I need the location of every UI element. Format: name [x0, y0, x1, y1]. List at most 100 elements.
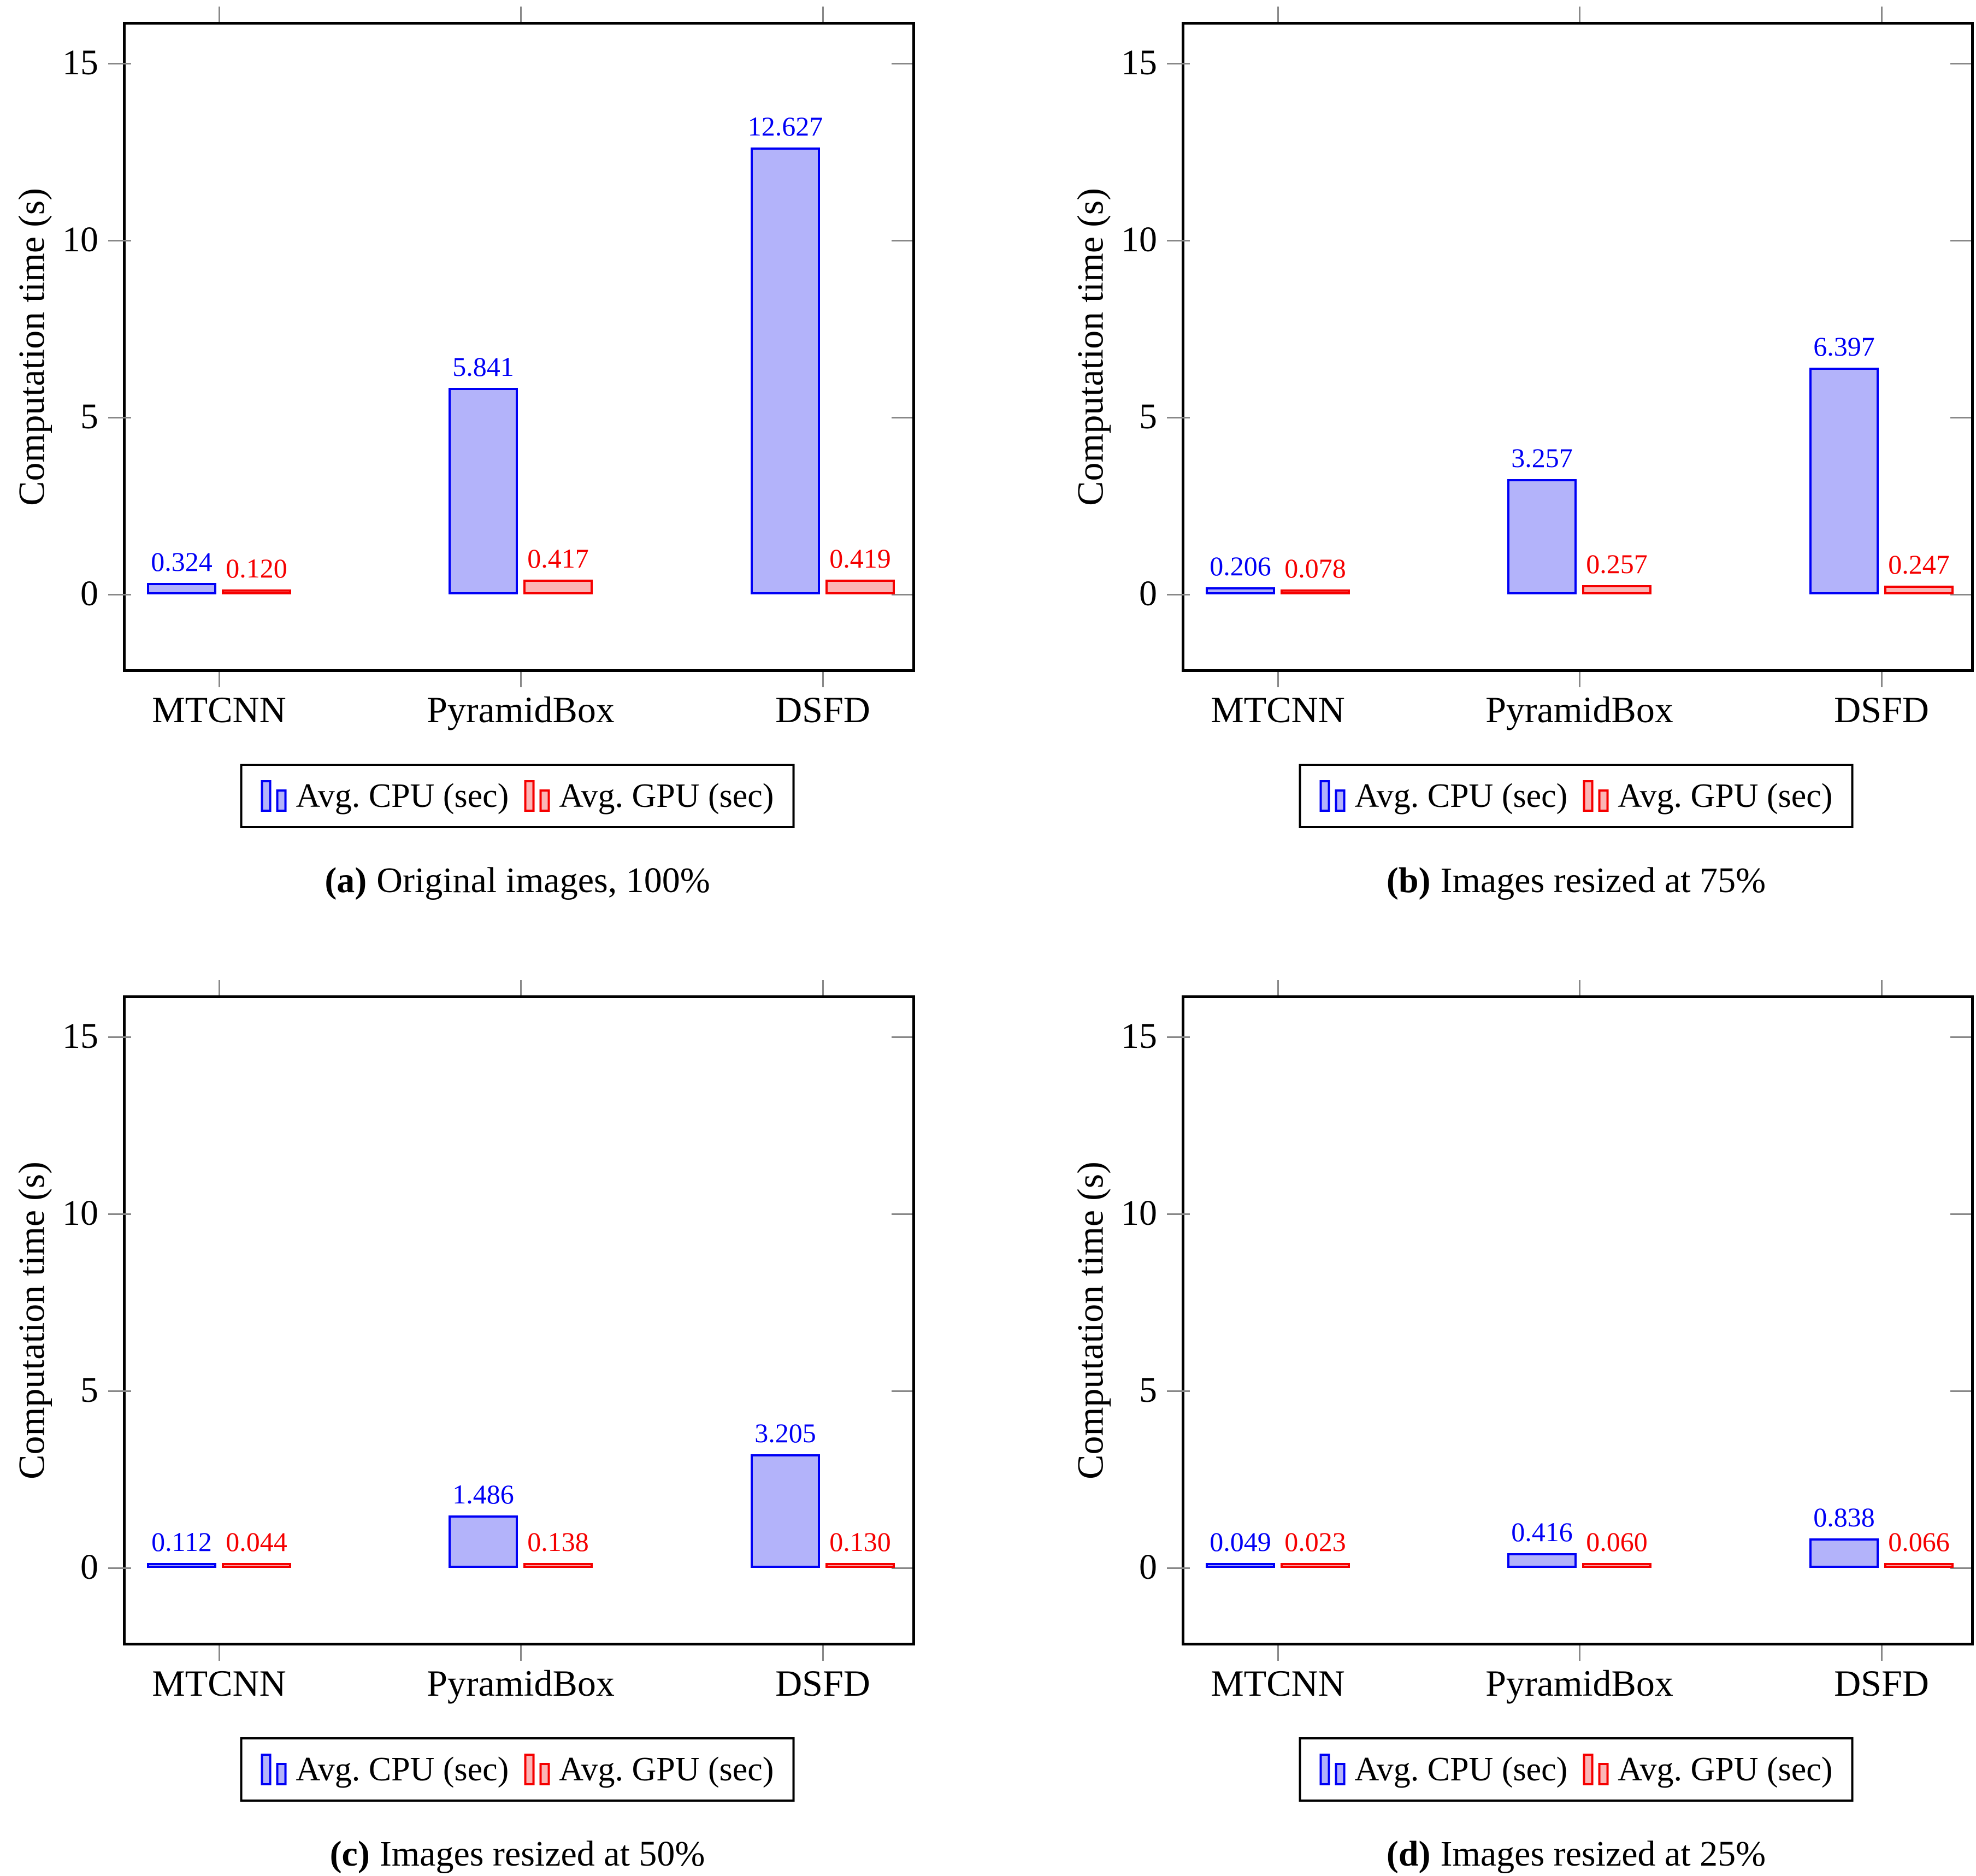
- legend: Avg. CPU (sec) Avg. GPU (sec): [240, 1737, 795, 1802]
- gpu-legend-icon: [524, 780, 550, 812]
- chart-panel-c: Computation time (s) 0 5 10 15 MTCNN PyramidB…: [0, 974, 1059, 1876]
- cpu-bar: [449, 1515, 518, 1568]
- x-tick-label: DSFD: [1834, 689, 1929, 730]
- bar-value-label: 1.486: [452, 1479, 514, 1509]
- y-tick-mark: [1950, 1213, 1971, 1215]
- y-tick-label: 15: [62, 43, 98, 82]
- plot-area: 0 5 10 15 MTCNN PyramidBox DSFD 0.049 0.416 0.838…: [1121, 980, 1974, 1703]
- bar-value-label: 3.257: [1511, 443, 1573, 473]
- bar-value-label: 0.066: [1888, 1526, 1950, 1557]
- bar-value-label: 12.627: [747, 111, 823, 141]
- cpu-bar: [1809, 368, 1879, 594]
- bar-value-label: 0.419: [829, 543, 891, 574]
- caption-label: (b): [1386, 860, 1431, 900]
- legend: Avg. CPU (sec) Avg. GPU (sec): [1299, 1737, 1854, 1802]
- y-tick-mark: [1950, 63, 1971, 64]
- x-tick-mark: [1579, 1645, 1580, 1661]
- gpu-legend-icon: [1583, 780, 1609, 812]
- subfigure-caption: (a) Original images, 100%: [325, 860, 710, 901]
- gpu-bar: [1582, 1563, 1651, 1568]
- plot-area: 0 5 10 15 MTCNN PyramidBox DSFD 0.324 5.841 12.62…: [62, 7, 915, 729]
- bar-value-label: 5.841: [452, 351, 514, 382]
- caption-text: Images resized at 75%: [1440, 860, 1766, 900]
- gpu-bar: [1281, 589, 1350, 594]
- x-tick-mark: [1579, 7, 1580, 22]
- bar-value-label: 0.138: [527, 1526, 589, 1557]
- cpu-legend-icon: [1319, 780, 1346, 812]
- x-tick-mark: [1881, 980, 1883, 995]
- cpu-bar: [1206, 587, 1275, 594]
- gpu-legend-icon: [524, 1754, 550, 1785]
- gpu-bar: [222, 1563, 291, 1568]
- cpu-bar: [1507, 479, 1577, 594]
- y-tick-label: 5: [80, 397, 98, 436]
- cpu-legend-label: Avg. CPU (sec): [296, 1751, 509, 1788]
- caption-text: Original images, 100%: [376, 860, 710, 900]
- y-tick-label: 5: [1139, 397, 1157, 436]
- bar-value-label: 0.416: [1511, 1517, 1573, 1547]
- bar-value-label: 0.112: [151, 1526, 212, 1557]
- x-tick-mark: [822, 980, 824, 995]
- plot-area: 0 5 10 15 MTCNN PyramidBox DSFD 0.112 1.486 3.205…: [62, 980, 915, 1703]
- x-tick-label: MTCNN: [152, 1662, 286, 1704]
- cpu-legend-icon: [261, 1754, 287, 1785]
- y-tick-label: 0: [1139, 1547, 1157, 1587]
- plot-area: 0 5 10 15 MTCNN PyramidBox DSFD 0.206 3.257 6.397…: [1121, 7, 1974, 729]
- y-tick-mark: [1167, 417, 1190, 418]
- bar-value-label: 0.078: [1284, 553, 1346, 583]
- x-tick-label: PyramidBox: [427, 689, 615, 730]
- y-tick-label: 10: [1121, 1193, 1157, 1233]
- y-tick-mark: [1950, 1567, 1971, 1569]
- x-tick-label: PyramidBox: [1485, 689, 1673, 730]
- x-tick-label: DSFD: [1834, 1662, 1929, 1704]
- y-tick-mark: [1950, 594, 1971, 595]
- subfigure-caption: (d) Images resized at 25%: [1387, 1834, 1766, 1874]
- y-tick-mark: [108, 417, 131, 418]
- y-tick-mark: [892, 240, 912, 241]
- x-tick-mark: [1881, 1645, 1883, 1661]
- x-tick-label: DSFD: [775, 689, 870, 730]
- cpu-legend-label: Avg. CPU (sec): [1354, 777, 1568, 815]
- y-tick-label: 0: [1139, 574, 1157, 613]
- legend: Avg. CPU (sec) Avg. GPU (sec): [1299, 764, 1854, 828]
- bar-value-label: 0.257: [1586, 548, 1648, 579]
- x-tick-mark: [822, 7, 824, 22]
- bar-value-label: 0.044: [226, 1526, 287, 1557]
- gpu-legend-icon: [1583, 1754, 1609, 1785]
- y-tick-mark: [892, 417, 912, 418]
- y-tick-mark: [1167, 1390, 1190, 1392]
- y-tick-mark: [1167, 594, 1190, 595]
- y-tick-mark: [892, 63, 912, 64]
- y-tick-mark: [108, 594, 131, 595]
- gpu-bar: [523, 1563, 593, 1568]
- x-tick-label: MTCNN: [1211, 689, 1345, 730]
- bar-value-label: 0.417: [527, 543, 589, 574]
- y-tick-mark: [1167, 1036, 1190, 1038]
- gpu-bar: [1884, 586, 1954, 594]
- x-tick-mark: [219, 672, 220, 687]
- bar-value-label: 0.324: [151, 546, 213, 577]
- cpu-bar: [1507, 1553, 1577, 1568]
- bar-value-label: 0.206: [1210, 551, 1271, 581]
- y-tick-mark: [892, 1390, 912, 1392]
- caption-text: Images resized at 50%: [379, 1834, 705, 1874]
- x-tick-mark: [520, 1645, 522, 1661]
- y-tick-mark: [1167, 240, 1190, 241]
- y-tick-label: 15: [62, 1016, 98, 1056]
- gpu-bar: [1582, 585, 1651, 594]
- chart-panel-b: Computation time (s) 0 5 10 15 MTCNN PyramidB…: [1059, 0, 1976, 974]
- chart-panel-d: Computation time (s) 0 5 10 15 MTCNN PyramidB…: [1059, 974, 1976, 1876]
- gpu-bar: [1281, 1563, 1350, 1568]
- x-tick-mark: [1277, 980, 1279, 995]
- y-tick-mark: [108, 1213, 131, 1215]
- gpu-legend-label: Avg. GPU (sec): [1618, 777, 1833, 815]
- y-tick-mark: [892, 594, 912, 595]
- caption-text: Images resized at 25%: [1440, 1834, 1766, 1874]
- gpu-bar: [1884, 1563, 1954, 1568]
- x-tick-label: PyramidBox: [427, 1662, 615, 1704]
- gpu-bar: [222, 589, 291, 594]
- bar-value-label: 0.023: [1284, 1526, 1346, 1557]
- bar-value-label: 0.049: [1210, 1526, 1271, 1557]
- cpu-bar: [147, 583, 216, 594]
